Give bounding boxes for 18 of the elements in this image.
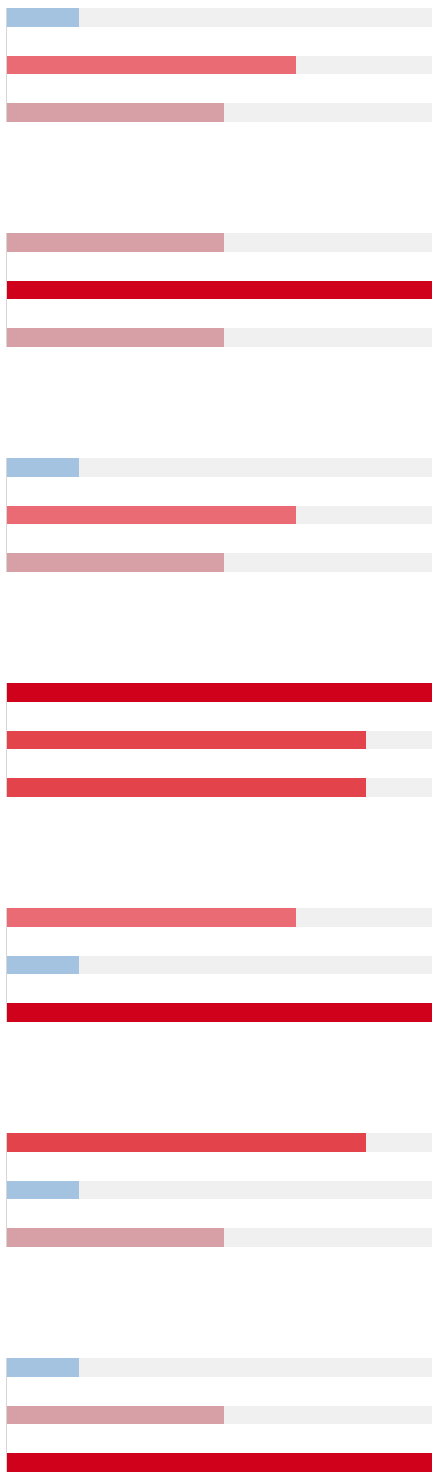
bar (7, 505, 296, 525)
bar (79, 8, 432, 27)
bar (79, 1180, 432, 1200)
bar (366, 1133, 432, 1152)
bar (7, 1180, 80, 1200)
bar (7, 458, 80, 477)
bar (7, 103, 224, 122)
bar (223, 103, 432, 122)
bar (223, 553, 432, 572)
bar (296, 55, 432, 75)
bar (79, 458, 432, 477)
bar (223, 1228, 432, 1247)
bar (296, 505, 432, 525)
bar (7, 8, 80, 27)
bar (7, 55, 296, 75)
bar (7, 553, 224, 572)
bar (7, 1228, 224, 1247)
bar (7, 1133, 367, 1152)
